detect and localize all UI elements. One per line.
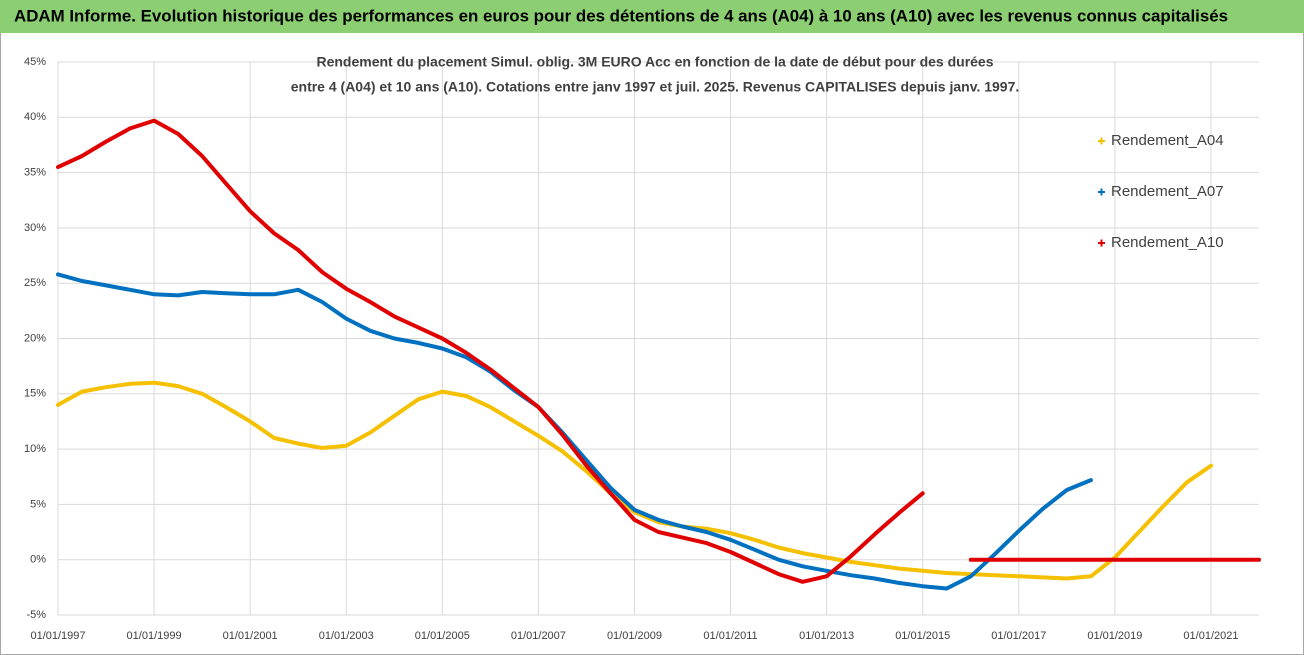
- y-tick-label: 35%: [24, 167, 46, 179]
- y-tick-label: 40%: [24, 111, 46, 123]
- x-tick-label: 01/01/2009: [607, 630, 662, 642]
- x-tick-label: 01/01/2013: [799, 630, 854, 642]
- y-tick-label: 25%: [24, 277, 46, 289]
- chart-title: entre 4 (A04) et 10 ans (A10). Cotations…: [291, 79, 1020, 95]
- y-tick-label: 15%: [24, 388, 46, 400]
- y-tick-label: -5%: [26, 609, 46, 621]
- x-tick-label: 01/01/2015: [895, 630, 950, 642]
- x-tick-label: 01/01/2003: [319, 630, 374, 642]
- x-tick-label: 01/01/1999: [127, 630, 182, 642]
- x-tick-label: 01/01/2017: [991, 630, 1046, 642]
- legend-marker: [1098, 188, 1105, 196]
- legend-label: Rendement_A10: [1111, 234, 1224, 251]
- x-tick-label: 01/01/1997: [30, 630, 85, 642]
- y-tick-label: 0%: [30, 554, 46, 566]
- y-tick-label: 20%: [24, 332, 46, 344]
- y-tick-label: 5%: [30, 498, 46, 510]
- x-tick-label: 01/01/2011: [703, 630, 757, 642]
- legend-marker: [1098, 137, 1105, 145]
- header-title: ADAM Informe. Evolution historique des p…: [14, 6, 1228, 25]
- x-tick-label: 01/01/2021: [1183, 630, 1238, 642]
- legend-label: Rendement_A04: [1111, 132, 1224, 149]
- series-line: [56, 380, 1213, 581]
- x-tick-label: 01/01/2001: [223, 630, 278, 642]
- y-tick-label: 45%: [24, 56, 46, 68]
- legend-label: Rendement_A07: [1111, 183, 1224, 200]
- legend-marker: [1098, 239, 1105, 247]
- x-tick-label: 01/01/2019: [1087, 630, 1142, 642]
- series-line: [56, 118, 1261, 584]
- x-tick-label: 01/01/2005: [415, 630, 470, 642]
- x-tick-label: 01/01/2007: [511, 630, 566, 642]
- chart-title: Rendement du placement Simul. oblig. 3M …: [316, 54, 993, 70]
- header-bar: [0, 0, 1304, 33]
- y-tick-label: 10%: [24, 443, 46, 455]
- series-line: [56, 272, 1093, 591]
- y-tick-label: 30%: [24, 222, 46, 234]
